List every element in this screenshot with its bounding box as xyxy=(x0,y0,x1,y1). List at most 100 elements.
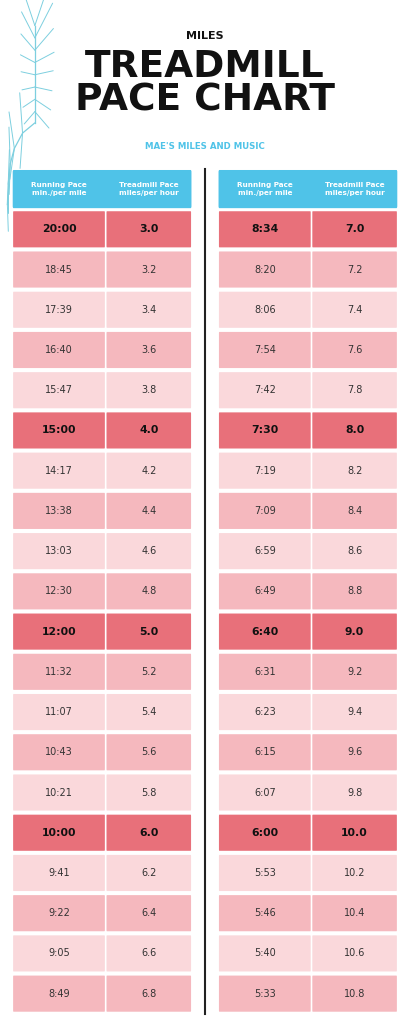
Text: 7.6: 7.6 xyxy=(346,345,362,355)
Text: 10:00: 10:00 xyxy=(42,827,76,838)
Text: 13:38: 13:38 xyxy=(45,506,73,516)
Text: 6.2: 6.2 xyxy=(141,868,156,878)
FancyBboxPatch shape xyxy=(106,252,191,288)
Text: 10.4: 10.4 xyxy=(343,908,364,919)
FancyBboxPatch shape xyxy=(312,413,396,449)
Text: 5.8: 5.8 xyxy=(141,787,156,798)
FancyBboxPatch shape xyxy=(106,935,191,972)
FancyBboxPatch shape xyxy=(13,613,105,649)
FancyBboxPatch shape xyxy=(218,855,310,891)
Text: 7:54: 7:54 xyxy=(253,345,275,355)
FancyBboxPatch shape xyxy=(106,613,191,649)
FancyBboxPatch shape xyxy=(106,493,191,529)
FancyBboxPatch shape xyxy=(312,613,396,649)
Text: 3.8: 3.8 xyxy=(141,385,156,395)
Text: 14:17: 14:17 xyxy=(45,466,73,476)
FancyBboxPatch shape xyxy=(218,815,310,851)
Text: 6:31: 6:31 xyxy=(254,667,275,677)
Text: 3.4: 3.4 xyxy=(141,305,156,314)
Text: 8.2: 8.2 xyxy=(346,466,362,476)
FancyBboxPatch shape xyxy=(13,855,105,891)
FancyBboxPatch shape xyxy=(13,211,105,248)
Text: 5.0: 5.0 xyxy=(139,627,158,637)
FancyBboxPatch shape xyxy=(218,653,310,690)
Text: 6:59: 6:59 xyxy=(253,546,275,556)
FancyBboxPatch shape xyxy=(218,211,310,248)
Text: 8:49: 8:49 xyxy=(48,988,70,998)
FancyBboxPatch shape xyxy=(312,534,396,569)
FancyBboxPatch shape xyxy=(312,774,396,811)
Text: Running Pace
min./per mile: Running Pace min./per mile xyxy=(31,182,87,196)
FancyBboxPatch shape xyxy=(218,976,310,1012)
FancyBboxPatch shape xyxy=(13,413,105,449)
Text: 7:42: 7:42 xyxy=(253,385,275,395)
Text: TREADMILL
PACE CHART: TREADMILL PACE CHART xyxy=(75,49,334,119)
Text: 7:09: 7:09 xyxy=(253,506,275,516)
FancyBboxPatch shape xyxy=(13,453,105,488)
FancyBboxPatch shape xyxy=(13,976,105,1012)
Text: 9:41: 9:41 xyxy=(48,868,70,878)
Text: 9.0: 9.0 xyxy=(344,627,363,637)
FancyBboxPatch shape xyxy=(106,976,191,1012)
Text: 6:07: 6:07 xyxy=(253,787,275,798)
Text: 4.6: 4.6 xyxy=(141,546,156,556)
FancyBboxPatch shape xyxy=(13,170,191,208)
Text: 6:49: 6:49 xyxy=(254,587,275,596)
FancyBboxPatch shape xyxy=(312,895,396,931)
FancyBboxPatch shape xyxy=(218,413,310,449)
Text: 5.2: 5.2 xyxy=(141,667,156,677)
Text: 5.6: 5.6 xyxy=(141,748,156,758)
Text: 12:00: 12:00 xyxy=(42,627,76,637)
Text: 6:40: 6:40 xyxy=(251,627,278,637)
Text: MILES: MILES xyxy=(186,31,223,41)
FancyBboxPatch shape xyxy=(218,895,310,931)
Text: 9.4: 9.4 xyxy=(346,707,361,717)
Text: 9.2: 9.2 xyxy=(346,667,362,677)
Text: 5.4: 5.4 xyxy=(141,707,156,717)
FancyBboxPatch shape xyxy=(106,734,191,770)
FancyBboxPatch shape xyxy=(13,573,105,609)
FancyBboxPatch shape xyxy=(218,613,310,649)
Text: 11:07: 11:07 xyxy=(45,707,73,717)
FancyBboxPatch shape xyxy=(106,694,191,730)
FancyBboxPatch shape xyxy=(312,292,396,328)
FancyBboxPatch shape xyxy=(218,534,310,569)
FancyBboxPatch shape xyxy=(13,653,105,690)
FancyBboxPatch shape xyxy=(106,534,191,569)
Text: 10:43: 10:43 xyxy=(45,748,73,758)
Text: 5:33: 5:33 xyxy=(253,988,275,998)
Text: 5:46: 5:46 xyxy=(253,908,275,919)
Text: 4.0: 4.0 xyxy=(139,425,158,435)
Text: 13:03: 13:03 xyxy=(45,546,73,556)
FancyBboxPatch shape xyxy=(312,734,396,770)
FancyBboxPatch shape xyxy=(312,976,396,1012)
Text: 10.0: 10.0 xyxy=(340,827,367,838)
Text: 7.2: 7.2 xyxy=(346,264,362,274)
Text: 9:05: 9:05 xyxy=(48,948,70,958)
FancyBboxPatch shape xyxy=(13,895,105,931)
Text: 6:15: 6:15 xyxy=(253,748,275,758)
Text: 4.8: 4.8 xyxy=(141,587,156,596)
Text: 7.8: 7.8 xyxy=(346,385,362,395)
FancyBboxPatch shape xyxy=(106,774,191,811)
Text: 10:21: 10:21 xyxy=(45,787,73,798)
Text: 9:22: 9:22 xyxy=(48,908,70,919)
Text: 7:19: 7:19 xyxy=(253,466,275,476)
Text: 12:30: 12:30 xyxy=(45,587,73,596)
FancyBboxPatch shape xyxy=(312,372,396,409)
Text: 5:53: 5:53 xyxy=(253,868,275,878)
FancyBboxPatch shape xyxy=(218,332,310,368)
Text: 6:00: 6:00 xyxy=(251,827,278,838)
FancyBboxPatch shape xyxy=(13,694,105,730)
FancyBboxPatch shape xyxy=(13,332,105,368)
FancyBboxPatch shape xyxy=(13,534,105,569)
Text: 7.4: 7.4 xyxy=(346,305,362,314)
FancyBboxPatch shape xyxy=(106,211,191,248)
Text: 4.2: 4.2 xyxy=(141,466,156,476)
FancyBboxPatch shape xyxy=(312,573,396,609)
FancyBboxPatch shape xyxy=(312,653,396,690)
Text: 15:47: 15:47 xyxy=(45,385,73,395)
FancyBboxPatch shape xyxy=(218,935,310,972)
FancyBboxPatch shape xyxy=(13,734,105,770)
Text: 10.8: 10.8 xyxy=(343,988,364,998)
